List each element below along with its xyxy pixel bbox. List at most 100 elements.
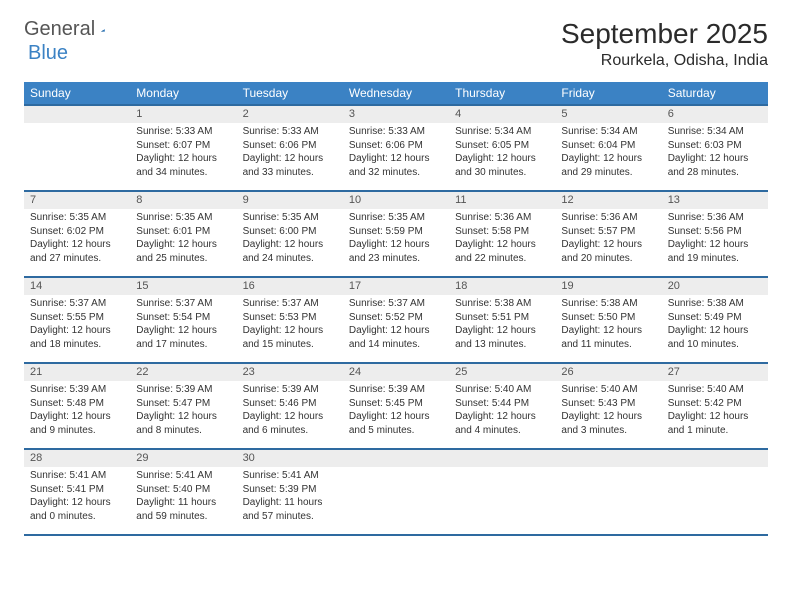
sunset-line: Sunset: 5:40 PM [136, 483, 230, 497]
day-number-cell: 16 [237, 277, 343, 295]
daylight-line: Daylight: 11 hours and 59 minutes. [136, 496, 230, 523]
day-info-cell: Sunrise: 5:35 AMSunset: 6:00 PMDaylight:… [237, 209, 343, 277]
day-number-cell: 10 [343, 191, 449, 209]
day-info-cell [343, 467, 449, 535]
day-number-cell: 12 [555, 191, 661, 209]
day-number-cell: 11 [449, 191, 555, 209]
header: General September 2025 Rourkela, Odisha,… [24, 18, 768, 70]
sunrise-line: Sunrise: 5:35 AM [136, 211, 230, 225]
day-number-cell: 29 [130, 449, 236, 467]
sunrise-line: Sunrise: 5:38 AM [668, 297, 762, 311]
day-info-row: Sunrise: 5:39 AMSunset: 5:48 PMDaylight:… [24, 381, 768, 449]
daylight-line: Daylight: 12 hours and 18 minutes. [30, 324, 124, 351]
day-info-row: Sunrise: 5:33 AMSunset: 6:07 PMDaylight:… [24, 123, 768, 191]
day-number-cell: 18 [449, 277, 555, 295]
sunset-line: Sunset: 5:59 PM [349, 225, 443, 239]
daylight-line: Daylight: 12 hours and 22 minutes. [455, 238, 549, 265]
daylight-line: Daylight: 11 hours and 57 minutes. [243, 496, 337, 523]
day-info-cell [449, 467, 555, 535]
day-info-cell: Sunrise: 5:37 AMSunset: 5:55 PMDaylight:… [24, 295, 130, 363]
day-info-cell: Sunrise: 5:41 AMSunset: 5:41 PMDaylight:… [24, 467, 130, 535]
weekday-header: Saturday [662, 82, 768, 105]
day-number-cell: 28 [24, 449, 130, 467]
day-info-cell: Sunrise: 5:38 AMSunset: 5:49 PMDaylight:… [662, 295, 768, 363]
sunrise-line: Sunrise: 5:39 AM [243, 383, 337, 397]
sunrise-line: Sunrise: 5:40 AM [455, 383, 549, 397]
sunset-line: Sunset: 6:04 PM [561, 139, 655, 153]
sunset-line: Sunset: 5:55 PM [30, 311, 124, 325]
day-number-row: 21222324252627 [24, 363, 768, 381]
logo: General [24, 18, 127, 41]
month-title: September 2025 [561, 18, 768, 50]
day-number-cell: 15 [130, 277, 236, 295]
sunrise-line: Sunrise: 5:40 AM [561, 383, 655, 397]
daylight-line: Daylight: 12 hours and 0 minutes. [30, 496, 124, 523]
day-number-cell: 14 [24, 277, 130, 295]
day-info-cell: Sunrise: 5:39 AMSunset: 5:46 PMDaylight:… [237, 381, 343, 449]
day-info-row: Sunrise: 5:41 AMSunset: 5:41 PMDaylight:… [24, 467, 768, 535]
day-number-row: 282930 [24, 449, 768, 467]
daylight-line: Daylight: 12 hours and 13 minutes. [455, 324, 549, 351]
sunset-line: Sunset: 5:51 PM [455, 311, 549, 325]
day-number-cell: 13 [662, 191, 768, 209]
sunset-line: Sunset: 5:58 PM [455, 225, 549, 239]
sunset-line: Sunset: 5:56 PM [668, 225, 762, 239]
daylight-line: Daylight: 12 hours and 15 minutes. [243, 324, 337, 351]
sunrise-line: Sunrise: 5:33 AM [136, 125, 230, 139]
sunset-line: Sunset: 5:54 PM [136, 311, 230, 325]
weekday-header: Thursday [449, 82, 555, 105]
day-number-cell: 3 [343, 105, 449, 123]
day-info-cell: Sunrise: 5:35 AMSunset: 5:59 PMDaylight:… [343, 209, 449, 277]
location: Rourkela, Odisha, India [561, 52, 768, 70]
daylight-line: Daylight: 12 hours and 23 minutes. [349, 238, 443, 265]
sunset-line: Sunset: 6:05 PM [455, 139, 549, 153]
daylight-line: Daylight: 12 hours and 20 minutes. [561, 238, 655, 265]
title-block: September 2025 Rourkela, Odisha, India [561, 18, 768, 70]
day-number-row: 78910111213 [24, 191, 768, 209]
day-number-cell [662, 449, 768, 467]
daylight-line: Daylight: 12 hours and 1 minute. [668, 410, 762, 437]
weekday-header: Monday [130, 82, 236, 105]
sunset-line: Sunset: 5:39 PM [243, 483, 337, 497]
daylight-line: Daylight: 12 hours and 28 minutes. [668, 152, 762, 179]
sunset-line: Sunset: 6:03 PM [668, 139, 762, 153]
day-info-cell: Sunrise: 5:37 AMSunset: 5:54 PMDaylight:… [130, 295, 236, 363]
sunset-line: Sunset: 5:42 PM [668, 397, 762, 411]
calendar-table: SundayMondayTuesdayWednesdayThursdayFrid… [24, 82, 768, 536]
sunrise-line: Sunrise: 5:37 AM [136, 297, 230, 311]
daylight-line: Daylight: 12 hours and 29 minutes. [561, 152, 655, 179]
sunrise-line: Sunrise: 5:36 AM [455, 211, 549, 225]
sunrise-line: Sunrise: 5:34 AM [668, 125, 762, 139]
daylight-line: Daylight: 12 hours and 32 minutes. [349, 152, 443, 179]
day-info-cell: Sunrise: 5:38 AMSunset: 5:50 PMDaylight:… [555, 295, 661, 363]
day-number-cell: 27 [662, 363, 768, 381]
day-number-cell: 26 [555, 363, 661, 381]
day-number-cell: 6 [662, 105, 768, 123]
day-info-cell: Sunrise: 5:36 AMSunset: 5:56 PMDaylight:… [662, 209, 768, 277]
daylight-line: Daylight: 12 hours and 17 minutes. [136, 324, 230, 351]
day-info-cell: Sunrise: 5:39 AMSunset: 5:45 PMDaylight:… [343, 381, 449, 449]
day-number-cell: 8 [130, 191, 236, 209]
day-info-cell: Sunrise: 5:39 AMSunset: 5:48 PMDaylight:… [24, 381, 130, 449]
day-number-cell: 19 [555, 277, 661, 295]
weekday-header: Sunday [24, 82, 130, 105]
daylight-line: Daylight: 12 hours and 19 minutes. [668, 238, 762, 265]
sunset-line: Sunset: 5:47 PM [136, 397, 230, 411]
day-info-cell: Sunrise: 5:34 AMSunset: 6:04 PMDaylight:… [555, 123, 661, 191]
sunset-line: Sunset: 6:06 PM [349, 139, 443, 153]
day-info-cell [555, 467, 661, 535]
day-info-cell: Sunrise: 5:33 AMSunset: 6:07 PMDaylight:… [130, 123, 236, 191]
day-info-row: Sunrise: 5:35 AMSunset: 6:02 PMDaylight:… [24, 209, 768, 277]
sunrise-line: Sunrise: 5:37 AM [243, 297, 337, 311]
sunset-line: Sunset: 5:46 PM [243, 397, 337, 411]
daylight-line: Daylight: 12 hours and 4 minutes. [455, 410, 549, 437]
sunset-line: Sunset: 5:44 PM [455, 397, 549, 411]
sunrise-line: Sunrise: 5:38 AM [561, 297, 655, 311]
day-info-cell: Sunrise: 5:39 AMSunset: 5:47 PMDaylight:… [130, 381, 236, 449]
sunset-line: Sunset: 5:52 PM [349, 311, 443, 325]
day-number-cell: 23 [237, 363, 343, 381]
sunset-line: Sunset: 5:45 PM [349, 397, 443, 411]
daylight-line: Daylight: 12 hours and 6 minutes. [243, 410, 337, 437]
day-info-cell: Sunrise: 5:34 AMSunset: 6:03 PMDaylight:… [662, 123, 768, 191]
day-info-cell: Sunrise: 5:37 AMSunset: 5:52 PMDaylight:… [343, 295, 449, 363]
